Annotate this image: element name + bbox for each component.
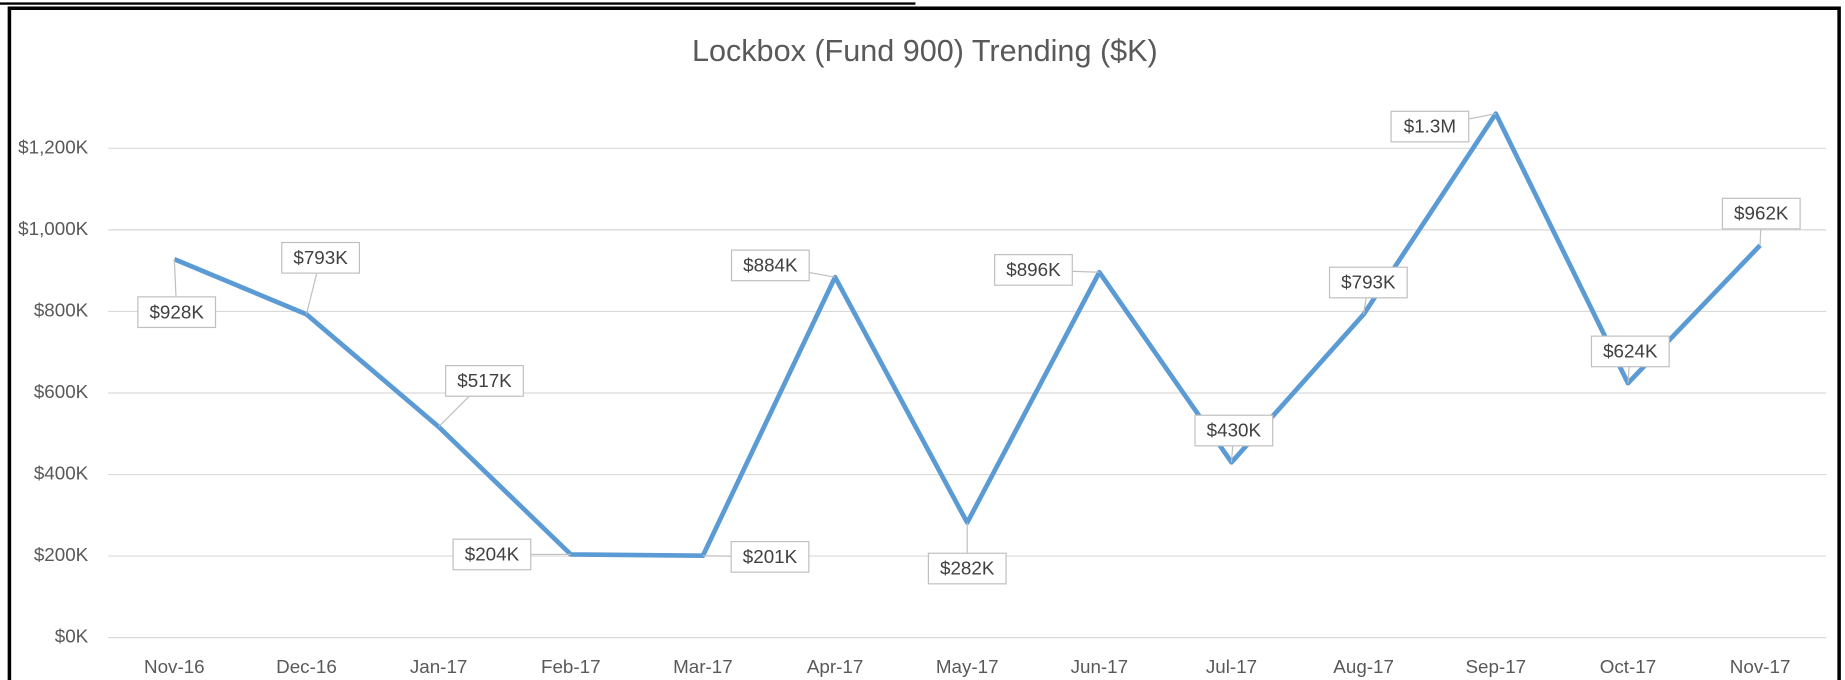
x-tick-label: Nov-17 (1730, 656, 1791, 677)
x-tick-label: Dec-16 (276, 656, 337, 677)
x-tick-label: Sep-17 (1465, 656, 1526, 677)
chart-title: Lockbox (Fund 900) Trending ($K) (692, 34, 1158, 68)
y-tick-label: $0K (55, 626, 89, 647)
data-label: $204K (465, 544, 520, 565)
data-label: $793K (293, 247, 348, 268)
label-box (1721, 197, 1801, 230)
label-box (1328, 266, 1408, 299)
y-tick-label: $800K (34, 299, 89, 320)
label-box (730, 249, 810, 282)
data-label: $517K (457, 370, 512, 391)
x-tick-label: Mar-17 (673, 656, 733, 677)
y-tick-label: $1,200K (18, 136, 89, 157)
y-tick-label: $200K (34, 544, 89, 565)
x-tick-label: Jun-17 (1071, 656, 1129, 677)
data-line (173, 111, 1762, 559)
x-tick-label: Feb-17 (541, 656, 601, 677)
data-label: $928K (149, 301, 204, 322)
x-tick-label: Aug-17 (1333, 656, 1394, 677)
y-tick-label: $600K (34, 381, 89, 402)
data-label: $201K (743, 546, 798, 567)
data-label: $793K (1341, 272, 1396, 293)
label-box (1194, 414, 1274, 447)
label-box (1590, 335, 1670, 368)
data-label: $624K (1603, 341, 1658, 362)
data-label: $1.3M (1404, 116, 1456, 137)
label-box (445, 365, 524, 397)
x-tick-label: Jan-17 (410, 656, 468, 677)
x-tick-label: Nov-16 (144, 656, 205, 677)
data-label: $430K (1207, 420, 1262, 441)
x-tick-label: Jul-17 (1206, 656, 1257, 677)
label-box (994, 254, 1073, 286)
data-label: $962K (1734, 203, 1789, 224)
label-box (452, 538, 532, 571)
x-tick-label: Apr-17 (807, 656, 863, 677)
label-box (137, 296, 217, 329)
x-tick-label: May-17 (936, 656, 999, 677)
label-box (927, 552, 1007, 585)
label-box (281, 241, 361, 274)
data-label: $282K (940, 558, 995, 579)
data-label: $896K (1006, 259, 1061, 280)
y-tick-label: $1,000K (18, 218, 89, 239)
data-label: $884K (743, 255, 798, 276)
y-tick-label: $400K (34, 463, 89, 484)
label-box (730, 540, 810, 573)
chart-frame (7, 6, 1841, 680)
x-tick-label: Oct-17 (1600, 656, 1656, 677)
label-box (1390, 110, 1470, 143)
